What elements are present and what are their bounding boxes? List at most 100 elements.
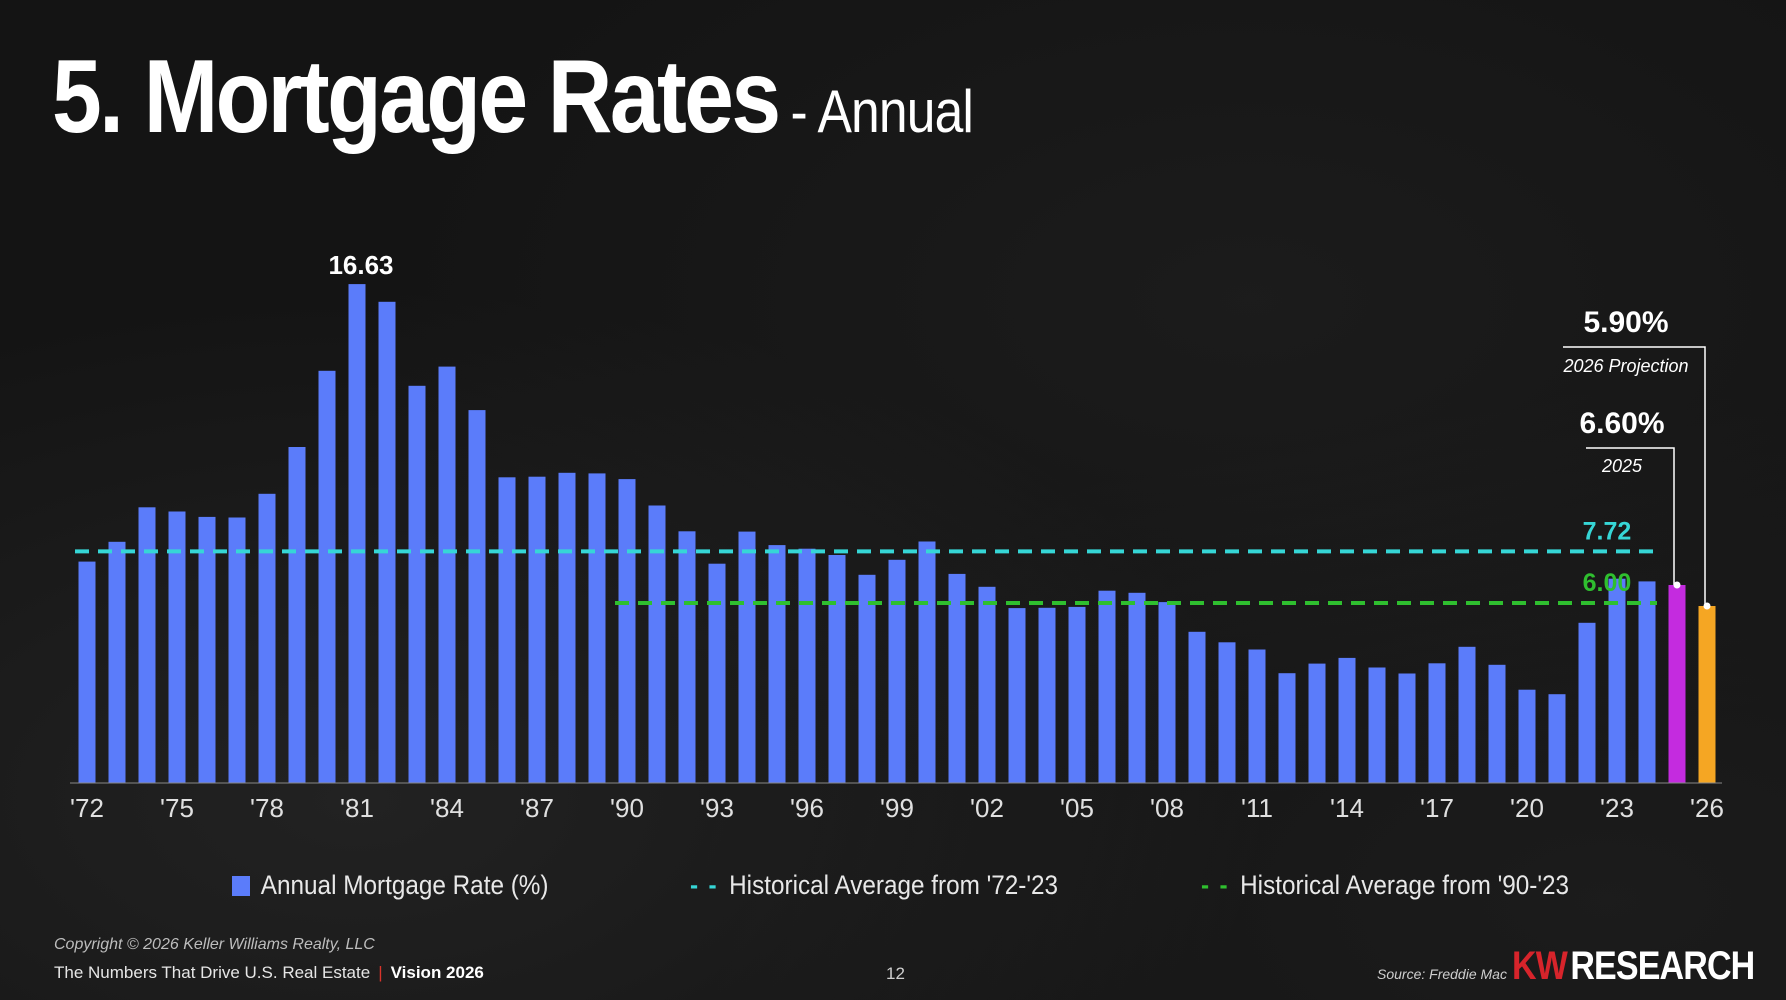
legend-avg-all: - - Historical Average from '72-'23 — [690, 870, 1058, 901]
bar-1996 — [798, 548, 816, 783]
x-tick-label: '72 — [70, 793, 104, 823]
x-tick-label: '17 — [1420, 793, 1454, 823]
bar-1990 — [618, 479, 636, 783]
copyright: Copyright © 2026 Keller Williams Realty,… — [54, 936, 375, 953]
bar-2021 — [1548, 694, 1566, 783]
bar-1988 — [558, 472, 576, 783]
bar-1986 — [498, 477, 516, 783]
annotation-value-2026: 5.90% — [1583, 306, 1668, 339]
source-note: Source: Freddie Mac — [1377, 966, 1507, 982]
legend-bar-swatch — [232, 876, 250, 896]
bar-1972 — [78, 561, 96, 783]
bar-2001 — [948, 573, 966, 783]
bar-2003 — [1008, 608, 1026, 783]
bar-2000 — [918, 541, 936, 783]
vision-text: Vision 2026 — [390, 963, 484, 982]
x-tick-label: '26 — [1690, 793, 1724, 823]
bar-1987 — [528, 476, 546, 783]
annotation-value-2025: 6.60% — [1579, 407, 1664, 440]
bar-2002 — [978, 586, 996, 783]
bar-2025 — [1668, 585, 1686, 783]
bar-1993 — [708, 563, 726, 783]
bar-2007 — [1128, 592, 1146, 783]
bar-1974 — [138, 507, 156, 783]
title-sub: - Annual — [790, 78, 974, 145]
bar-1992 — [678, 531, 696, 783]
x-tick-label: '11 — [1241, 793, 1273, 823]
bar-2011 — [1248, 649, 1266, 783]
bar-1980 — [318, 370, 336, 783]
bar-2024 — [1638, 581, 1656, 783]
logo-kw: KW — [1512, 944, 1568, 988]
bar-2009 — [1188, 631, 1206, 783]
bar-1989 — [588, 473, 606, 783]
bar-2013 — [1308, 663, 1326, 783]
x-tick-label: '81 — [340, 793, 374, 823]
leader-dot-2025 — [1673, 581, 1681, 589]
bar-1991 — [648, 505, 666, 783]
tagline-separator: | — [378, 963, 383, 982]
x-tick-label: '90 — [610, 793, 644, 823]
bar-1983 — [408, 385, 426, 783]
bar-2012 — [1278, 673, 1296, 783]
bar-2019 — [1488, 664, 1506, 783]
legend-bars-label: Annual Mortgage Rate (%) — [260, 870, 549, 900]
legend-bars: Annual Mortgage Rate (%) — [232, 870, 549, 901]
tagline-text: The Numbers That Drive U.S. Real Estate — [54, 963, 371, 982]
legend-avg-all-label: Historical Average from '72-'23 — [729, 870, 1059, 900]
bar-1995 — [768, 545, 786, 783]
legend-avg-90-label: Historical Average from '90-'23 — [1240, 870, 1570, 900]
bar-1973 — [108, 541, 126, 783]
bar-1984 — [438, 366, 456, 783]
avg-label-72-23: 7.72 — [1583, 517, 1632, 545]
x-tick-label: '02 — [970, 793, 1004, 823]
legend-avg-all-dash: - - — [690, 870, 719, 900]
bar-2005 — [1068, 606, 1086, 783]
x-tick-label: '75 — [160, 793, 194, 823]
bar-2018 — [1458, 646, 1476, 783]
bar-2014 — [1338, 657, 1356, 783]
x-tick-label: '23 — [1600, 793, 1634, 823]
x-tick-label: '84 — [430, 793, 464, 823]
bar-2015 — [1368, 667, 1386, 783]
page-number: 12 — [886, 964, 905, 983]
bar-1997 — [828, 555, 846, 783]
bar-1985 — [468, 410, 486, 783]
bar-2020 — [1518, 689, 1536, 783]
leader-line-2025 — [1586, 447, 1675, 585]
title-main: 5. Mortgage Rates — [52, 39, 781, 155]
footer-tagline: The Numbers That Drive U.S. Real Estate |… — [54, 963, 484, 983]
bar-1976 — [198, 516, 216, 783]
bar-2016 — [1398, 673, 1416, 783]
bar-2008 — [1158, 602, 1176, 783]
x-tick-label: '93 — [700, 793, 734, 823]
legend-avg-90-dash: - - — [1201, 870, 1230, 900]
leader-dot-2026 — [1703, 602, 1711, 610]
bar-1979 — [288, 447, 306, 783]
legend-avg-90: - - Historical Average from '90-'23 — [1201, 870, 1569, 901]
kw-research-logo: KWRESEARCH — [1512, 944, 1755, 989]
x-tick-label: '87 — [520, 793, 554, 823]
peak-value-label: 16.63 — [328, 250, 393, 280]
bar-1982 — [378, 301, 396, 783]
bar-2010 — [1218, 642, 1236, 783]
x-tick-label: '08 — [1150, 793, 1184, 823]
bar-1978 — [258, 493, 276, 783]
x-tick-label: '20 — [1510, 793, 1544, 823]
x-tick-label: '05 — [1060, 793, 1094, 823]
bar-2004 — [1038, 607, 1056, 783]
x-tick-label: '99 — [880, 793, 914, 823]
bar-2023 — [1608, 578, 1626, 783]
logo-research: RESEARCH — [1570, 944, 1755, 988]
x-tick-label: '78 — [250, 793, 284, 823]
bar-1998 — [858, 574, 876, 783]
x-tick-label: '96 — [790, 793, 824, 823]
page-title: 5. Mortgage Rates - Annual — [52, 38, 974, 157]
x-tick-label: '14 — [1330, 793, 1364, 823]
bar-2017 — [1428, 663, 1446, 783]
bar-1981 — [348, 284, 366, 783]
bar-2022 — [1578, 622, 1596, 783]
bar-1999 — [888, 559, 906, 783]
bar-1977 — [228, 517, 246, 783]
